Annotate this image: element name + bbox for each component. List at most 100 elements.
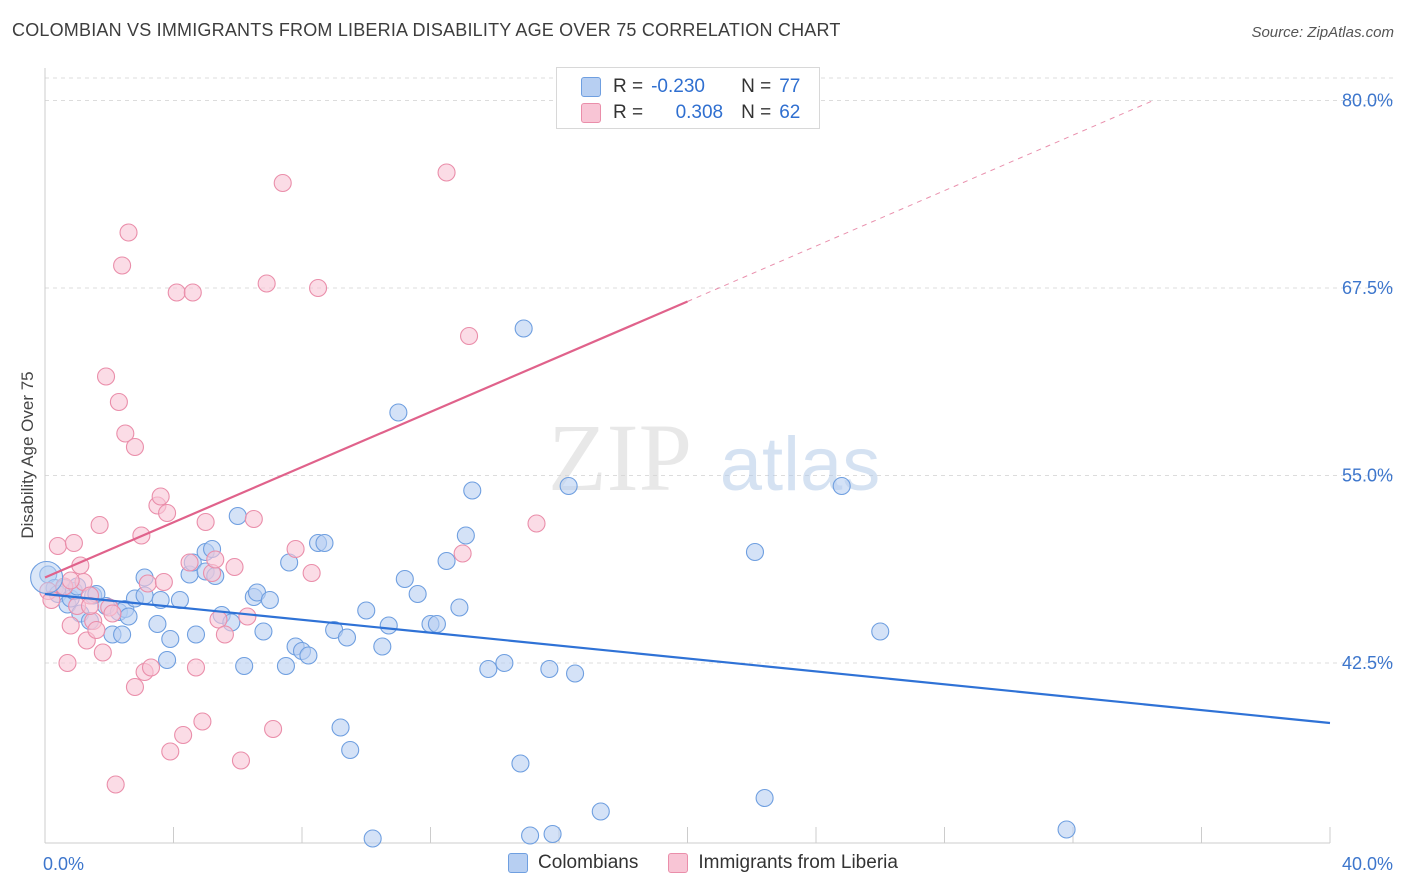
liberia-point (183, 283, 202, 302)
liberia-point (64, 533, 83, 553)
liberia-point (238, 607, 257, 626)
liberia-point (154, 572, 173, 592)
legend-swatch-pink (668, 853, 689, 873)
liberia-point (106, 775, 125, 794)
legend-n-label: N = (741, 102, 772, 123)
colombian-point (543, 824, 562, 844)
liberia-point (180, 553, 199, 572)
liberia-point (125, 677, 144, 697)
colombian-point (389, 403, 408, 422)
colombian-point (395, 569, 414, 589)
colombian-point (871, 622, 890, 641)
liberia-point (167, 283, 186, 302)
colombian-point (315, 533, 334, 553)
colombian-point (408, 584, 427, 604)
data-points (30, 163, 1076, 848)
trend-lines (44, 100, 1331, 725)
legend-row-colombians: R = -0.230 N = 77 (581, 75, 800, 99)
colombian-point (148, 614, 167, 634)
legend-label-colombians: Colombians (538, 852, 639, 873)
tick-labels: 42.5% 55.0% 67.5% 80.0% 0.0% 40.0% (43, 91, 1393, 875)
colombian-point (331, 718, 350, 737)
liberia-point (257, 274, 276, 293)
legend-swatch-blue (508, 853, 529, 873)
colombian-point (427, 614, 446, 634)
chart-title: COLOMBIAN VS IMMIGRANTS FROM LIBERIA DIS… (12, 20, 841, 40)
x-tick-label-max: 40.0% (1342, 854, 1393, 874)
liberia-point (109, 392, 128, 412)
legend-r-value: -0.230 (651, 76, 705, 97)
liberia-point (527, 514, 546, 533)
liberia-point (264, 719, 283, 739)
watermark-atlas: atlas (720, 422, 881, 507)
liberia-point (58, 653, 77, 673)
y-tick-label: 42.5% (1342, 653, 1393, 673)
liberia-point (103, 604, 122, 623)
legend-item-liberia: Immigrants from Liberia (668, 852, 898, 874)
colombian-trend-line (44, 592, 1331, 725)
liberia-point (48, 536, 67, 556)
colombian-point (363, 829, 382, 848)
legend-label-liberia: Immigrants from Liberia (698, 852, 898, 873)
legend-n-label: N = (741, 76, 772, 97)
colombian-point (119, 607, 138, 626)
liberia-point (459, 326, 479, 346)
liberia-point (196, 512, 215, 532)
liberia-point (93, 643, 112, 662)
colombian-point (254, 622, 273, 641)
colombian-point (566, 664, 585, 683)
colombian-point (113, 625, 132, 644)
liberia-point (87, 620, 106, 640)
legend-swatch-blue (581, 77, 601, 97)
colombian-point (228, 506, 247, 526)
colombian-point (463, 481, 482, 500)
legend-row-liberia: R = 0.308 N = 62 (581, 101, 800, 125)
y-tick-label: 55.0% (1342, 466, 1393, 486)
grid-layer (45, 77, 1395, 664)
colombian-point (341, 740, 360, 760)
colombian-point (755, 788, 774, 808)
colombian-point (495, 653, 514, 673)
colombian-point (337, 628, 357, 647)
liberia-point (174, 725, 193, 745)
legend-r-value: 0.308 (675, 102, 724, 123)
colombian-point (357, 601, 376, 620)
legend-swatch-pink (581, 103, 601, 123)
watermark: ZIP atlas (548, 404, 880, 511)
legend-r-label: R = (613, 76, 644, 97)
liberia-point (125, 437, 144, 457)
liberia-point (209, 610, 228, 629)
y-tick-label: 80.0% (1342, 91, 1393, 111)
colombian-point (591, 802, 610, 821)
colombian-point (186, 625, 206, 644)
legend-item-colombians: Colombians (508, 852, 638, 874)
y-tick-label: 67.5% (1342, 278, 1393, 298)
legend-r-label: R = (613, 102, 644, 123)
colombian-point (511, 754, 530, 773)
liberia-point (161, 742, 180, 761)
liberia-point (437, 163, 456, 182)
series-legend: Colombians Immigrants from Liberia (0, 852, 1406, 874)
colombian-point (456, 526, 475, 545)
liberia-point (141, 658, 161, 677)
legend-n-value: 62 (779, 102, 801, 123)
liberia-point (231, 751, 251, 770)
liberia-point (302, 563, 321, 583)
colombian-point (514, 319, 533, 338)
colombian-point (260, 590, 279, 610)
liberia-trend-extension (687, 100, 1154, 302)
colombian-point (521, 826, 540, 845)
liberia-point (244, 509, 263, 529)
liberia-point (119, 223, 138, 242)
liberia-point (186, 658, 206, 677)
liberia-trend-line (44, 300, 688, 579)
colombian-point (276, 656, 295, 676)
liberia-point (158, 503, 177, 523)
colombian-point (540, 659, 559, 679)
colombian-point (437, 551, 456, 571)
colombian-point (158, 650, 177, 670)
liberia-point (90, 515, 109, 535)
colombian-point (235, 656, 254, 676)
source-credit: Source: ZipAtlas.com (1251, 24, 1394, 41)
